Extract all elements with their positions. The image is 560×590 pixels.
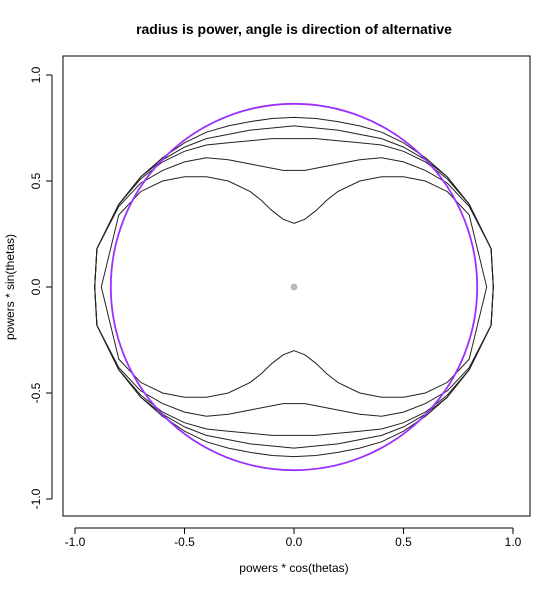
power-curve-4 xyxy=(94,157,494,417)
center-point xyxy=(290,283,298,291)
y-tick-label: -0.5 xyxy=(29,382,43,403)
x-tick-label: 0.5 xyxy=(395,535,412,549)
x-tick-label: -1.0 xyxy=(65,535,86,549)
power-curve-3 xyxy=(94,138,494,436)
x-tick-label: -0.5 xyxy=(174,535,195,549)
x-tick-label: 1.0 xyxy=(505,535,522,549)
y-tick-label: 0.0 xyxy=(29,278,43,295)
power-curves xyxy=(94,116,494,458)
x-axis-label: powers * cos(thetas) xyxy=(239,561,348,575)
y-tick-label: 1.0 xyxy=(29,66,43,83)
x-tick-label: 0.0 xyxy=(286,535,303,549)
chart-title: radius is power, angle is direction of a… xyxy=(136,21,452,37)
y-axis-label: powers * sin(thetas) xyxy=(3,234,17,340)
x-axis: -1.0 -0.5 0.0 0.5 1.0 xyxy=(65,527,522,549)
y-axis: -1.0 -0.5 0.0 0.5 1.0 xyxy=(29,66,53,509)
power-curve-2 xyxy=(94,125,494,449)
power-curve-1 xyxy=(94,116,494,458)
power-curve-5 xyxy=(100,176,488,398)
y-tick-label: -1.0 xyxy=(29,488,43,509)
plot-frame xyxy=(62,55,531,517)
y-tick-label: 0.5 xyxy=(29,172,43,189)
reference-circle xyxy=(109,102,479,472)
